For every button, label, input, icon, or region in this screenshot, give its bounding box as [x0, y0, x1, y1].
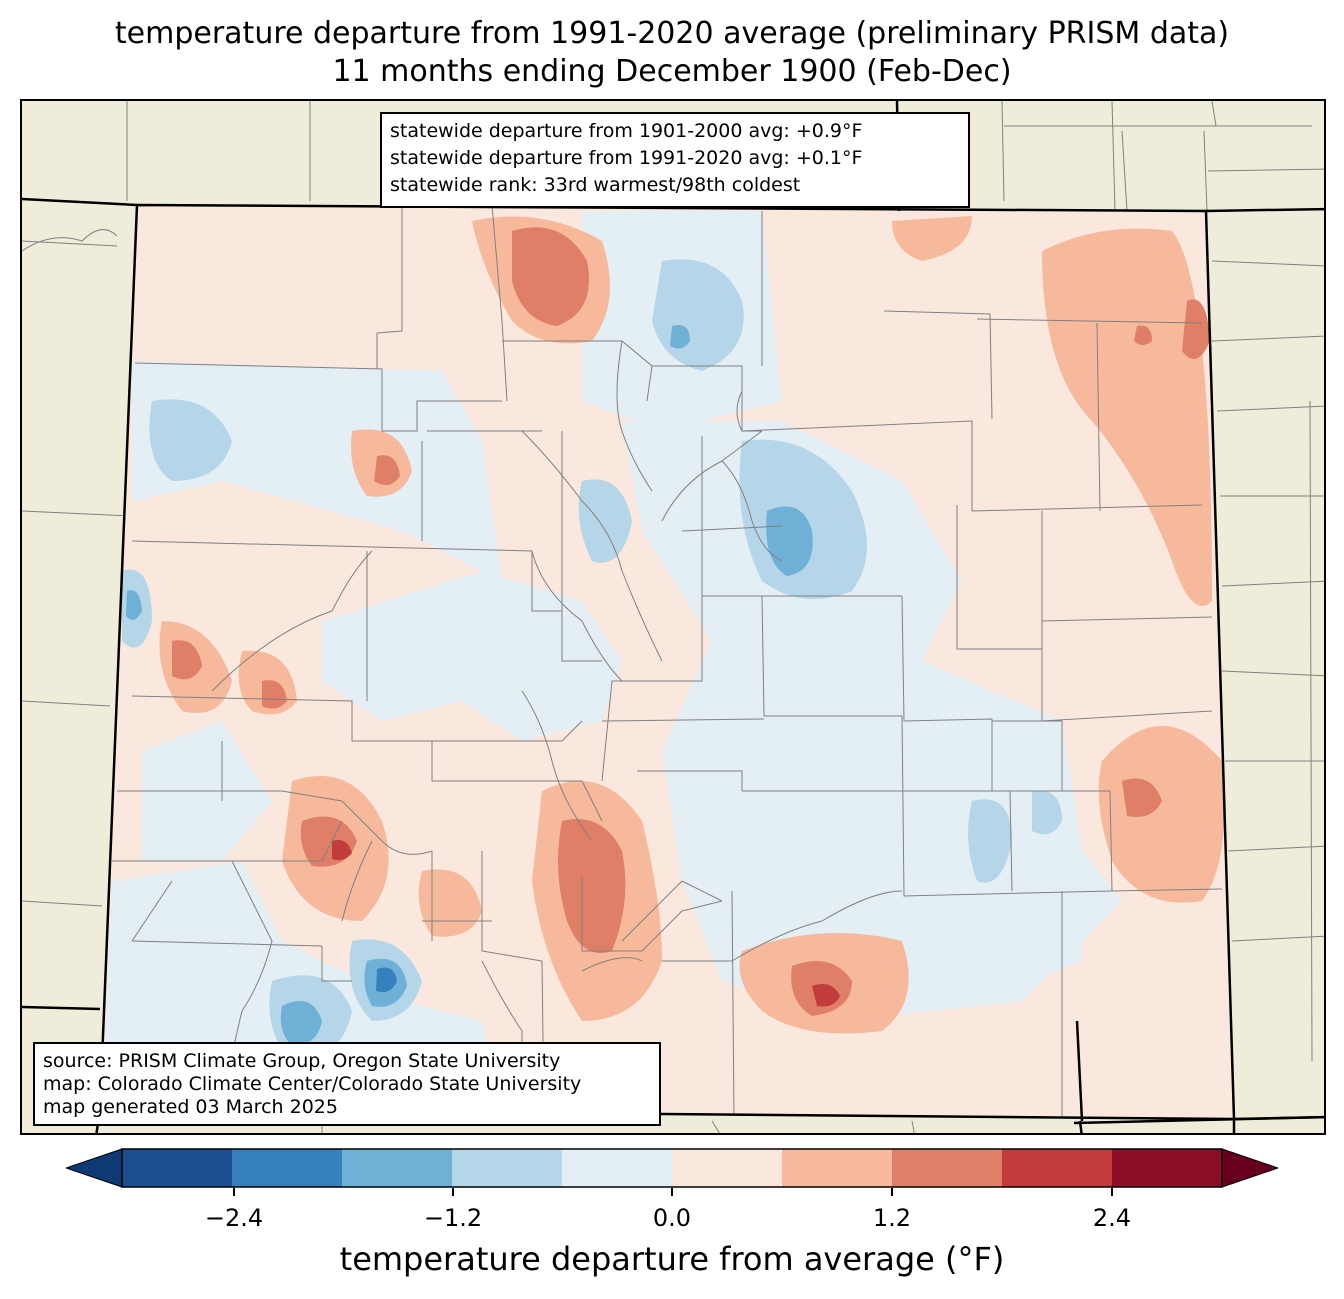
colorbar-bin: [232, 1149, 343, 1187]
source-box: source: PRISM Climate Group, Oregon Stat…: [33, 1042, 661, 1126]
map-title-line-2: 11 months ending December 1900 (Feb-Dec): [332, 54, 1012, 89]
anomaly-region: [126, 590, 142, 620]
neighbor-county-lines: [22, 101, 1324, 1133]
source-line-1: source: PRISM Climate Group, Oregon Stat…: [43, 1050, 561, 1072]
colorbar-outline: [121, 1148, 1223, 1188]
anomaly-region: [512, 227, 589, 326]
colorbar-tickmark: [452, 1188, 454, 1196]
source-line-3: map generated 03 March 2025: [43, 1096, 338, 1118]
source-line-2: map: Colorado Climate Center/Colorado St…: [43, 1073, 582, 1095]
temperature-anomaly-regions: [102, 211, 1225, 1119]
anomaly-region: [1182, 299, 1210, 359]
colorbar-bin: [562, 1149, 673, 1187]
colorbar-bin: [342, 1149, 453, 1187]
colorbar-bin: [672, 1149, 783, 1187]
stats-line-1: statewide departure from 1901-2000 avg: …: [390, 120, 863, 142]
anomaly-region: [578, 479, 632, 563]
anomaly-region: [172, 640, 202, 680]
anomaly-region: [262, 680, 287, 709]
colorbar-tickmark: [671, 1188, 673, 1196]
map-title-line-1: temperature departure from 1991-2020 ave…: [114, 16, 1230, 51]
colorbar-tickmark: [1111, 1188, 1113, 1196]
colorbar-extension-high: [1221, 1148, 1278, 1188]
colorbar-bin: [782, 1149, 893, 1187]
anomaly-region: [322, 571, 622, 741]
colorbar-bin: [1112, 1149, 1223, 1187]
stats-line-2: statewide departure from 1991-2020 avg: …: [390, 147, 863, 169]
anomaly-region: [418, 869, 482, 937]
colorbar-bin: [1002, 1149, 1113, 1187]
anomaly-region: [1122, 778, 1162, 817]
map-frame: statewide departure from 1901-2000 avg: …: [20, 99, 1326, 1135]
colorbar-bin: [892, 1149, 1003, 1187]
stats-line-3: statewide rank: 33rd warmest/98th coldes…: [390, 174, 801, 196]
anomaly-region: [1134, 325, 1152, 345]
anomaly-region: [280, 1001, 322, 1046]
colorbar-tickmark: [891, 1188, 893, 1196]
colorbar-extension-low: [66, 1148, 123, 1188]
anomaly-region: [1098, 726, 1225, 903]
anomaly-region: [902, 861, 1082, 1001]
statewide-stats-box: statewide departure from 1901-2000 avg: …: [380, 112, 970, 208]
colorbar: [66, 1148, 1278, 1188]
colorbar-tick-label: 0.0: [652, 1204, 692, 1232]
colorbar-tick-label: −1.2: [423, 1204, 483, 1232]
anomaly-region: [332, 839, 352, 861]
anomaly-region: [968, 799, 1012, 883]
colorbar-tickmark: [233, 1188, 235, 1196]
colorbar-bin: [452, 1149, 563, 1187]
anomaly-region: [132, 361, 502, 581]
anomaly-region: [812, 983, 840, 1007]
anomaly-region: [374, 455, 400, 485]
colorado-map: [22, 101, 1324, 1133]
anomaly-region: [558, 819, 626, 953]
colorbar-bin: [122, 1149, 233, 1187]
anomaly-region: [670, 325, 690, 349]
anomaly-region: [149, 399, 232, 481]
colorbar-tick-label: 2.4: [1092, 1204, 1132, 1232]
colorbar-tick-label: −2.4: [204, 1204, 264, 1232]
anomaly-region: [376, 967, 397, 993]
anomaly-region: [892, 216, 972, 261]
colorbar-tick-label: 1.2: [872, 1204, 912, 1232]
colorbar-label: temperature departure from average (°F): [339, 1240, 1005, 1278]
colorado-county-lines: [112, 205, 1223, 1119]
anomaly-region: [1032, 790, 1062, 835]
